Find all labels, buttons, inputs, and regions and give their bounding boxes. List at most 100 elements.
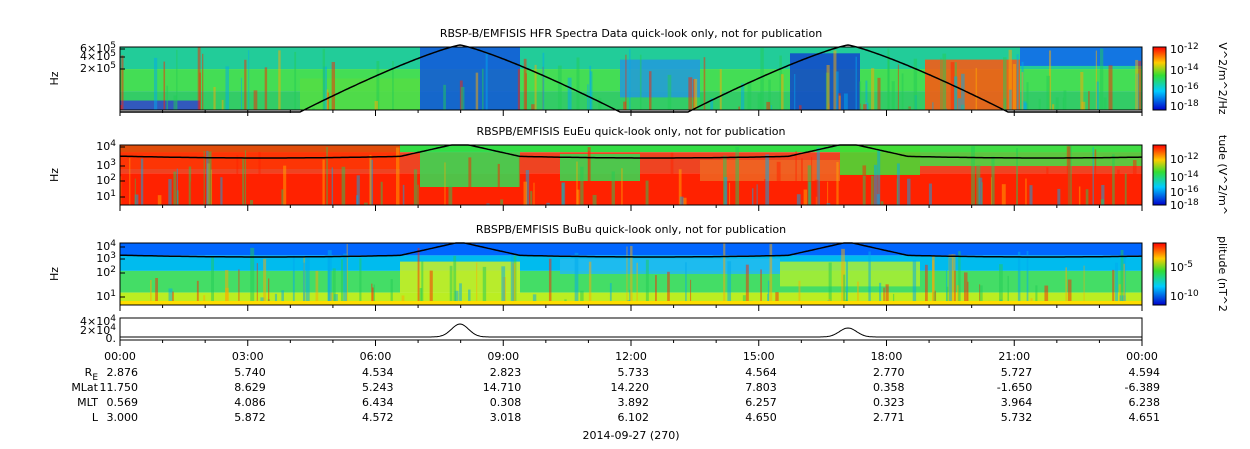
spectrogram-streak — [723, 243, 726, 305]
spectrogram-streak — [907, 178, 911, 205]
spectrogram-streak — [281, 290, 284, 305]
colorbar-tick-label: 10-16 — [1170, 185, 1199, 200]
spectrogram-streak — [751, 188, 754, 205]
ephemeris-value: -6.389 — [1125, 381, 1160, 394]
y-tick-label-base: 4×10 — [80, 315, 110, 328]
spectrogram-streak — [770, 105, 773, 110]
spectrogram-streak — [976, 165, 981, 205]
spectrogram-streak — [278, 50, 281, 110]
y-tick-label-exp: 2 — [110, 173, 116, 183]
colorbar-tick-label-exp: -16 — [1184, 82, 1199, 92]
ephemeris-value: 6.238 — [1129, 396, 1161, 409]
spectrogram-streak — [843, 274, 846, 305]
y-tick-label: 104 — [96, 139, 116, 154]
spectrogram-streak — [887, 55, 890, 110]
colorbar-tick-label: 10-16 — [1170, 82, 1199, 97]
y-tick-label: 2×105 — [80, 61, 116, 76]
spectrogram-streak — [392, 61, 394, 110]
spectrogram-streak — [795, 151, 797, 205]
y-tick-label-exp: 5 — [110, 61, 116, 71]
spectrogram-streak — [448, 185, 453, 205]
spectrogram-streak — [984, 185, 987, 205]
spectrogram-streak — [879, 282, 882, 305]
y-tick-label-exp: 1 — [110, 189, 116, 199]
y-tick-label: 6×105 — [80, 41, 116, 56]
spectrogram-streak — [767, 280, 770, 305]
spectrogram-streak — [769, 244, 773, 305]
spectrogram-streak — [1083, 265, 1085, 305]
gyro-curve — [120, 242, 1142, 258]
y-tick-label-base: 10 — [96, 240, 110, 253]
ephemeris-value: 4.651 — [1129, 411, 1161, 424]
y-tick-label-base: 10 — [96, 140, 110, 153]
x-tick-label: 00:00 — [1126, 350, 1158, 363]
spectrogram-streak — [843, 93, 848, 110]
ephemeris-label-name: MLat — [71, 381, 98, 394]
spectrogram-streak — [172, 291, 174, 305]
colorbar — [1152, 46, 1167, 111]
y-tick-label-base: 10 — [96, 174, 110, 187]
spectrogram-streak — [1044, 285, 1049, 305]
spectrogram-streak — [576, 161, 578, 205]
gyro-curve — [120, 144, 1142, 159]
y-axis-label: Hz — [48, 71, 61, 85]
spectrogram-streak — [648, 71, 652, 110]
spectrogram-streak — [1008, 49, 1012, 110]
spectrogram-streak — [589, 71, 593, 110]
ephemeris-value: 6.102 — [618, 411, 650, 424]
y-tick-label-base: 4×10 — [80, 50, 110, 63]
spectrogram-streak — [724, 177, 728, 205]
spectrogram-streak — [896, 163, 900, 205]
spectrogram-streak — [244, 59, 247, 110]
spectrogram-streak — [973, 187, 978, 205]
spectrogram-streak — [780, 74, 784, 110]
ephemeris-value: 6.257 — [745, 396, 777, 409]
spectrogram-streak — [476, 262, 478, 305]
spectrogram-streak — [639, 54, 642, 110]
ephemeris-value: 5.243 — [362, 381, 394, 394]
spectrogram-streak — [1096, 81, 1099, 110]
spectrogram-streak — [576, 189, 580, 205]
spectrogram-streak — [333, 294, 338, 305]
spectrogram-streak — [951, 254, 956, 305]
spectrogram-streak — [501, 266, 506, 305]
y-tick-label: 2×104 — [80, 323, 116, 338]
ephemeris-value: 4.564 — [745, 366, 777, 379]
spectrogram-streak — [356, 175, 360, 205]
colorbar-tick-label: 10-10 — [1170, 289, 1199, 304]
y-tick-label: 4×105 — [80, 49, 116, 64]
spectrogram-streak — [468, 157, 472, 205]
colorbar-tick-label-base: 10 — [1170, 290, 1184, 303]
spectrogram-streak — [225, 287, 229, 305]
spectrogram-streak — [292, 255, 295, 305]
spectrogram-streak — [1103, 97, 1107, 110]
y-tick-label-exp: 5 — [110, 49, 116, 59]
spectrogram-streak — [497, 163, 500, 205]
spectrogram-streak — [134, 194, 139, 205]
spectrogram-streak — [756, 184, 758, 205]
spectrogram-streak — [693, 78, 698, 110]
spectrogram-band — [120, 301, 1142, 305]
spectrogram-streak — [673, 194, 677, 205]
spectrogram-streak — [281, 189, 284, 205]
colorbar — [1152, 242, 1167, 306]
ephemeris-label: L — [92, 411, 99, 424]
ephemeris-label-sub: E — [92, 373, 98, 383]
x-tick-label: 06:00 — [360, 350, 392, 363]
ephemeris-value: 8.629 — [234, 381, 266, 394]
spectrogram-band — [120, 47, 1142, 70]
spectrogram-streak — [533, 182, 535, 205]
y-tick-label: 0. — [106, 332, 117, 345]
spectrogram-streak — [176, 168, 178, 205]
colorbar-tick-label-base: 10 — [1170, 261, 1184, 274]
spectrogram-streak — [1046, 167, 1049, 205]
spectrogram-streak — [958, 251, 961, 305]
colorbar-tick-label: 10-12 — [1170, 42, 1199, 57]
spectrogram-streak — [934, 290, 936, 305]
spectrogram-streak — [557, 65, 562, 110]
spectrogram-streak — [340, 259, 343, 305]
y-tick-label: 102 — [96, 265, 116, 280]
spectrogram-streak — [747, 81, 752, 110]
spectrogram-streak — [213, 86, 216, 110]
spectrogram-streak — [865, 102, 869, 110]
